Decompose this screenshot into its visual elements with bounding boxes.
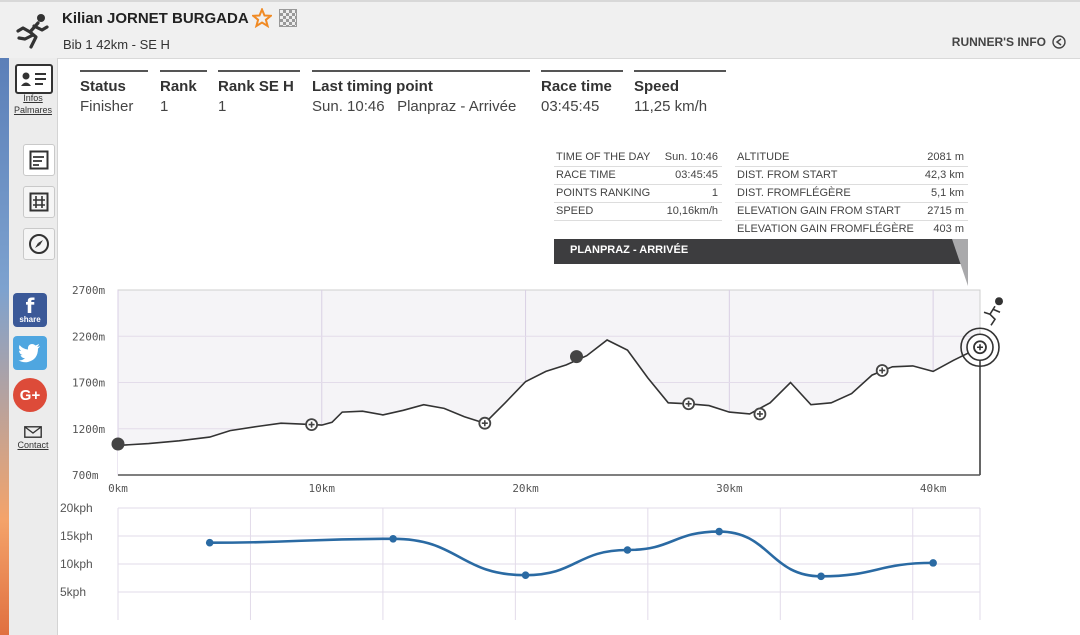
stat-value: Finisher: [80, 98, 134, 115]
top-divider: [0, 0, 1080, 2]
palmares-link[interactable]: Palmares: [13, 105, 52, 115]
elevation-line: [117, 339, 981, 447]
infos-link[interactable]: Infos: [23, 93, 43, 103]
banner-pointer: [952, 239, 968, 286]
info-row: TIME OF THE DAY Sun. 10:46: [554, 148, 722, 167]
back-arrow-icon: [1052, 35, 1066, 49]
speed-point: [817, 572, 825, 581]
stat-label: Race time: [541, 78, 612, 95]
runners-info-label: RUNNER'S INFO: [951, 35, 1046, 49]
checkpoint-cross: [685, 400, 692, 407]
y-tick-label: 20kph: [60, 501, 93, 515]
speed-point: [205, 538, 214, 547]
x-tick-label: 0km: [108, 482, 128, 495]
x-tick-label: 30km: [716, 482, 743, 495]
info-row: DIST. FROM START 42,3 km: [735, 166, 968, 185]
y-tick-label: 2700m: [72, 284, 105, 297]
checkpoint-cross: [481, 420, 488, 427]
facebook-share-button[interactable]: f share: [13, 293, 47, 327]
runner-icon: [14, 12, 52, 55]
tab-grid[interactable]: [23, 186, 55, 218]
y-tick-label: 700m: [72, 469, 99, 482]
sidebar: Infos Palmares f share G+ Contact: [9, 58, 58, 635]
compass-icon: [29, 234, 49, 254]
id-card-icon[interactable]: [15, 64, 53, 94]
speed-point: [715, 527, 723, 536]
speed-line: [209, 530, 934, 578]
info-row: DIST. FROMFLÉGÈRE 5,1 km: [735, 184, 968, 203]
runners-info-button[interactable]: RUNNER'S INFO: [952, 35, 1066, 49]
x-tick-label: 40km: [920, 482, 947, 495]
x-tick-label: 20km: [512, 482, 539, 495]
y-tick-label: 1200m: [72, 423, 105, 436]
runner-position-icon: [983, 305, 1001, 326]
speed-point: [929, 559, 937, 567]
info-row: RACE TIME 03:45:45: [554, 166, 722, 185]
timing-point-banner: PLANPRAZ - ARRIVÉE: [554, 239, 968, 264]
chart-icon: [29, 150, 49, 170]
bib-info: Bib 1 42km - SE H: [63, 37, 170, 52]
info-row: ELEVATION GAIN FROMFLÉGÈRE 403 m: [737, 223, 964, 235]
elevation-profile-chart[interactable]: 2700m 2200m 1700m 1200m 700m 0km 10km 20km 30km 4…: [60, 278, 1060, 503]
stat-label: Status: [80, 78, 126, 95]
contact-link[interactable]: Contact: [17, 440, 49, 450]
stat-value: 11,25 km/h: [634, 98, 708, 115]
tab-chart[interactable]: [23, 144, 55, 176]
stat-value: Sun. 10:46 Planpraz - Arrivée: [312, 98, 517, 115]
facebook-icon: f: [25, 293, 35, 318]
speed-point: [623, 546, 632, 554]
stat-rank: Rank 1: [160, 70, 207, 115]
y-tick-label: 15kph: [60, 529, 93, 543]
y-tick-label: 10kph: [60, 557, 93, 571]
window-edge: [0, 58, 9, 635]
stat-value: 1: [218, 98, 227, 115]
stat-status: Status Finisher: [80, 70, 148, 115]
timing-point-marker: [570, 350, 584, 364]
google-plus-share-button[interactable]: G+: [13, 378, 47, 412]
grid-icon: [29, 192, 49, 212]
info-row: SPEED 10,16km/h: [554, 202, 722, 221]
x-tick-label: 10km: [309, 482, 336, 495]
star-icon[interactable]: [250, 6, 274, 33]
finish-ring: [960, 327, 1000, 368]
stat-label: Last timing point: [312, 78, 433, 95]
stat-category-rank: Rank SE H 1: [218, 70, 300, 115]
speed-point: [389, 535, 397, 543]
checkpoint-cross: [879, 367, 886, 374]
envelope-icon[interactable]: [24, 425, 42, 443]
stat-value: 03:45:45: [541, 98, 600, 115]
y-tick-label: 2200m: [72, 330, 105, 343]
runner-header: [0, 0, 1080, 59]
stat-last-timing-point: Last timing point Sun. 10:46 Planpraz - …: [312, 70, 530, 115]
y-tick-label: 1700m: [72, 377, 105, 390]
info-row: ELEVATION GAIN FROM START 2715 m: [735, 202, 968, 221]
info-row: ALTITUDE 2081 m: [735, 148, 968, 167]
finish-cross: [977, 344, 983, 351]
runner-position-icon: [995, 297, 1003, 306]
google-plus-icon: G+: [19, 386, 41, 404]
stat-value: 1: [160, 98, 169, 115]
y-tick-label: 5kph: [60, 585, 86, 599]
stat-speed: Speed 11,25 km/h: [634, 70, 726, 115]
stat-label: Rank SE H: [218, 78, 294, 95]
twitter-share-button[interactable]: [13, 336, 47, 370]
tab-compass[interactable]: [23, 228, 55, 260]
runner-name: Kilian JORNET BURGADA: [62, 10, 249, 27]
profile-area: [118, 340, 980, 475]
twitter-icon: [18, 343, 40, 363]
info-row: POINTS RANKING 1: [554, 184, 722, 203]
speed-point: [521, 571, 530, 579]
stat-race-time: Race time 03:45:45: [541, 70, 623, 115]
facebook-share-label: share: [19, 314, 41, 324]
stat-label: Rank: [160, 78, 197, 95]
checkpoint-cross: [756, 410, 763, 417]
stat-label: Speed: [634, 78, 680, 95]
timing-point-name: PLANPRAZ - ARRIVÉE: [570, 244, 689, 256]
timing-point-marker: [111, 437, 125, 451]
checkpoint-cross: [308, 421, 315, 428]
checkered-flag-icon[interactable]: [279, 9, 297, 27]
speed-chart[interactable]: 20kph 15kph 10kph 5kph: [60, 500, 1060, 635]
